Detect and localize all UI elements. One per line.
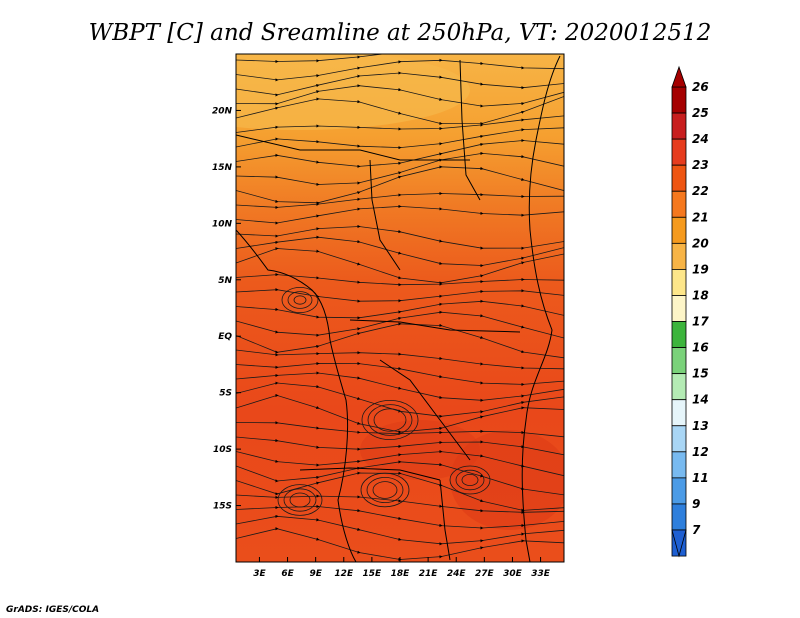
streamline-eddy: [367, 404, 413, 436]
colorbar-swatch: [671, 86, 687, 114]
y-tick-label: 5S: [219, 389, 232, 399]
x-tick-label: 21E: [419, 569, 439, 579]
colorbar-label: 20: [692, 236, 709, 250]
streamline: [236, 204, 564, 225]
streamline-eddy: [449, 465, 491, 495]
colorbar-swatch: [671, 321, 687, 348]
streamline-eddy: [455, 469, 485, 491]
colorbar-label: 12: [692, 445, 709, 459]
y-tick-label: EQ: [218, 332, 232, 342]
colorbar-label: 17: [692, 315, 709, 329]
colorbar-label: 23: [692, 158, 709, 172]
streamline-eddy: [373, 408, 407, 432]
colorbar-label: 25: [692, 106, 709, 120]
streamline: [236, 322, 564, 359]
streamline-eddy: [461, 473, 479, 486]
credit-label: GrADS: IGES/COLA: [6, 605, 99, 615]
colorbar-label: 18: [692, 288, 709, 302]
x-tick-label: 24E: [447, 569, 467, 579]
x-tick-label: 18E: [391, 569, 411, 579]
colorbar-swatch: [671, 216, 687, 244]
colorbar-bottom-arrow: [671, 529, 687, 558]
colorbar-swatch: [671, 164, 687, 192]
colorbar-label: 24: [692, 132, 709, 146]
streamline-eddy: [366, 476, 404, 503]
streamline-eddy: [277, 484, 323, 516]
colorbar-label: 21: [692, 210, 709, 224]
x-tick-label: 12E: [334, 569, 354, 579]
streamline-eddy: [361, 399, 419, 440]
colorbar-swatch: [671, 373, 687, 401]
colorbar-swatch: [671, 503, 687, 531]
x-tick-label: 27E: [475, 569, 495, 579]
colorbar-label: 22: [692, 184, 709, 198]
streamline-eddy: [283, 488, 317, 512]
colorbar-label: 16: [692, 341, 709, 355]
colorbar-swatch: [671, 190, 687, 218]
colorbar-swatch: [671, 451, 687, 479]
streamline: [236, 436, 564, 456]
y-tick-label: 5N: [218, 276, 232, 286]
coastlines: [236, 55, 561, 562]
colorbar-label: 13: [692, 419, 709, 433]
colorbar-swatch: [671, 269, 687, 296]
streamline: [236, 272, 564, 287]
colorbar-label: 14: [692, 393, 709, 407]
streamline: [236, 96, 564, 126]
colorbar-swatch: [671, 347, 687, 375]
colorbar-swatch: [671, 295, 687, 322]
x-tick-label: 33E: [531, 569, 551, 579]
y-tick-label: 15S: [213, 502, 232, 512]
colorbar-label: 15: [692, 367, 709, 381]
colorbar-label: 7: [692, 523, 701, 537]
colorbar-swatch: [671, 425, 687, 453]
y-tick-label: 20N: [212, 106, 233, 116]
x-tick-label: 15E: [363, 569, 383, 579]
x-axis: 3E 6E 9E 12E 15E 18E 21E 24E 27E 30E 33E: [253, 557, 551, 579]
colorbar-swatch: [671, 138, 687, 166]
colorbar-label: 9: [692, 497, 700, 511]
x-tick-label: 30E: [503, 569, 523, 579]
colorbar: 26 25 24 23 22 21 20 19 18 17 16 15 14 13 12 11 9 7: [671, 65, 709, 558]
x-tick-label: 9E: [309, 569, 322, 579]
x-tick-label: 6E: [281, 569, 294, 579]
y-axis: 20N 15N 10N 5N EQ 5S 10S 15S: [212, 106, 241, 512]
y-tick-label: 10N: [212, 219, 233, 229]
colorbar-swatch: [671, 112, 687, 140]
streamline-eddy: [287, 291, 313, 309]
chart-title: WBPT [C] and Sreamline at 250hPa, VT: 20…: [89, 20, 712, 46]
streamline-eddy: [289, 492, 311, 508]
plot-area: [236, 54, 564, 562]
colorbar-label: 11: [692, 471, 709, 485]
streamline-eddy: [281, 286, 319, 313]
colorbar-swatch: [671, 477, 687, 505]
streamline-eddy: [293, 295, 307, 305]
y-tick-label: 15N: [212, 163, 233, 173]
y-tick-label: 10S: [213, 445, 232, 455]
streamline-eddy: [360, 472, 410, 508]
colorbar-top-arrow: [671, 65, 687, 88]
x-tick-label: 3E: [253, 569, 266, 579]
colorbar-label: 19: [692, 262, 709, 276]
streamline-eddy: [372, 481, 398, 499]
streamlines: [236, 54, 564, 562]
colorbar-swatch: [671, 399, 687, 427]
colorbar-label: 26: [692, 80, 709, 94]
colorbar-swatch: [671, 242, 687, 270]
